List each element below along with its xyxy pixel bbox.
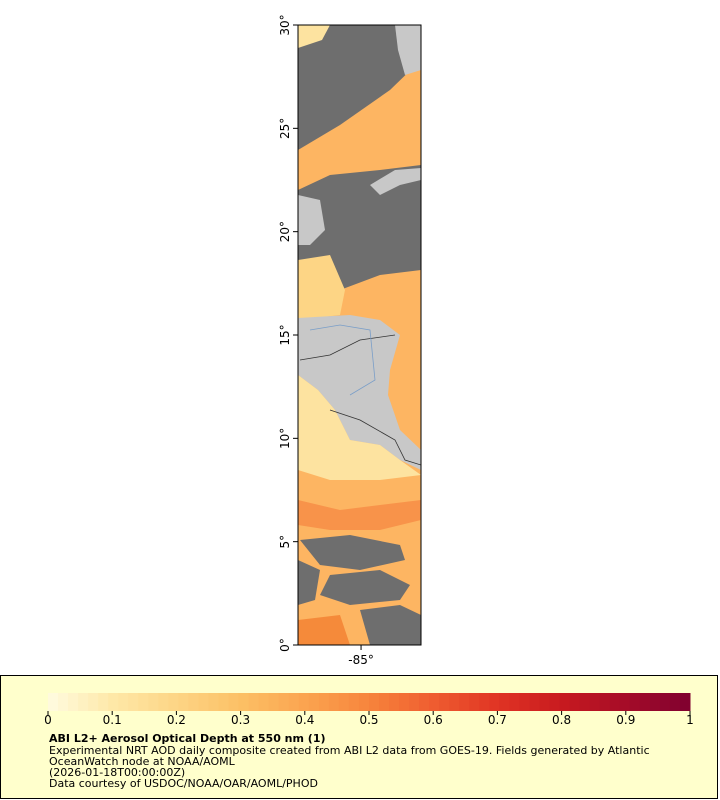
colorbar-segment [98,693,109,711]
colorbar-segment [278,693,290,711]
colorbar-segment [188,693,199,711]
colorbar-segment [208,693,220,711]
colorbar-segment [138,693,149,711]
colorbar-segment [168,693,179,711]
colorbar-segment [108,693,119,711]
colorbar-segment [679,693,691,711]
colorbar-segment [228,693,240,711]
map-field [298,25,421,645]
colorbar-segment [669,693,681,711]
colorbar-tick-label: 1 [686,713,694,726]
y-tick-label: 25° [278,118,292,139]
colorbar-segment [439,693,450,711]
colorbar-segment [539,693,551,711]
colorbar-segment [288,693,300,711]
colorbar-segment [218,693,230,711]
colorbar-segment [589,693,601,711]
colorbar-segment [68,693,79,711]
colorbar-segment [389,693,400,711]
colorbar-tick-label: 0.5 [359,713,378,726]
colorbar-segment [569,693,581,711]
colorbar-segment [158,693,169,711]
colorbar-tick-label: 0.3 [231,713,250,726]
colorbar-segment [429,693,440,711]
colorbar-segment [348,693,360,711]
colorbar-segment [58,693,69,711]
legend: 0 0.1 0.2 0.3 0.4 0.5 0.6 0.7 0.8 0.9 1 ABI L2+ Ae… [0,675,718,799]
colorbar-segment [459,693,470,711]
colorbar-segment [659,693,671,711]
y-tick-label: 20° [278,221,292,242]
colorbar-segment [469,693,480,711]
x-tick-label: -85° [348,653,374,667]
colorbar-segment [559,693,571,711]
colorbar-segment [629,693,641,711]
colorbar-segment [318,693,330,711]
colorbar-segment [379,693,390,711]
colorbar: 0 0.1 0.2 0.3 0.4 0.5 0.6 0.7 0.8 0.9 1 [44,693,694,726]
y-tick-label: 10° [278,428,292,449]
colorbar-tick-label: 0.1 [103,713,122,726]
map: 0° 5° 10° 15° 20° 25° 30° -85° [278,14,422,667]
colorbar-segment [549,693,561,711]
colorbar-segment [48,693,59,711]
colorbar-segment [409,693,420,711]
colorbar-segment [579,693,591,711]
colorbar-segment [258,693,270,711]
colorbar-segment [298,693,310,711]
colorbar-segment [649,693,661,711]
colorbar-segment [328,693,340,711]
legend-time: (2026-01-18T00:00:00Z) [49,766,186,779]
colorbar-segment [118,693,129,711]
colorbar-tick-label: 0.6 [424,713,443,726]
colorbar-tick-label: 0.8 [552,713,571,726]
colorbar-segment [369,693,380,711]
y-tick-label: 5° [278,535,292,549]
colorbar-segment [198,693,209,711]
colorbar-segment [639,693,651,711]
colorbar-segment [268,693,280,711]
colorbar-segment [238,693,250,711]
legend-credit: Data courtesy of USDOC/NOAA/OAR/AOML/PHO… [49,777,318,790]
legend-title: ABI L2+ Aerosol Optical Depth at 550 nm … [49,732,326,745]
colorbar-segment [499,693,510,711]
colorbar-segment [509,693,520,711]
colorbar-segment [128,693,139,711]
colorbar-segment [479,693,490,711]
colorbar-segment [399,693,410,711]
colorbar-segment [78,693,89,711]
colorbar-segment [358,693,370,711]
legend-description: Experimental NRT AOD daily composite cre… [49,744,650,768]
colorbar-segment [489,693,500,711]
colorbar-segment [529,693,541,711]
colorbar-segment [609,693,621,711]
y-tick-label: 15° [278,324,292,345]
colorbar-segment [338,693,350,711]
colorbar-tick-label: 0.9 [616,713,635,726]
colorbar-tick-label: 0.4 [295,713,314,726]
y-tick-label: 0° [278,638,292,652]
colorbar-segment [178,693,189,711]
y-tick-label: 30° [278,14,292,35]
colorbar-segment [248,693,260,711]
colorbar-segment [449,693,460,711]
colorbar-tick-label: 0.7 [488,713,507,726]
colorbar-segment [419,693,430,711]
colorbar-segment [519,693,530,711]
colorbar-tick-label: 0.2 [167,713,186,726]
colorbar-tick-label: 0 [44,713,52,726]
colorbar-segment [88,693,99,711]
colorbar-segment [599,693,611,711]
colorbar-segment [308,693,320,711]
colorbar-segment [619,693,631,711]
colorbar-segment [148,693,159,711]
